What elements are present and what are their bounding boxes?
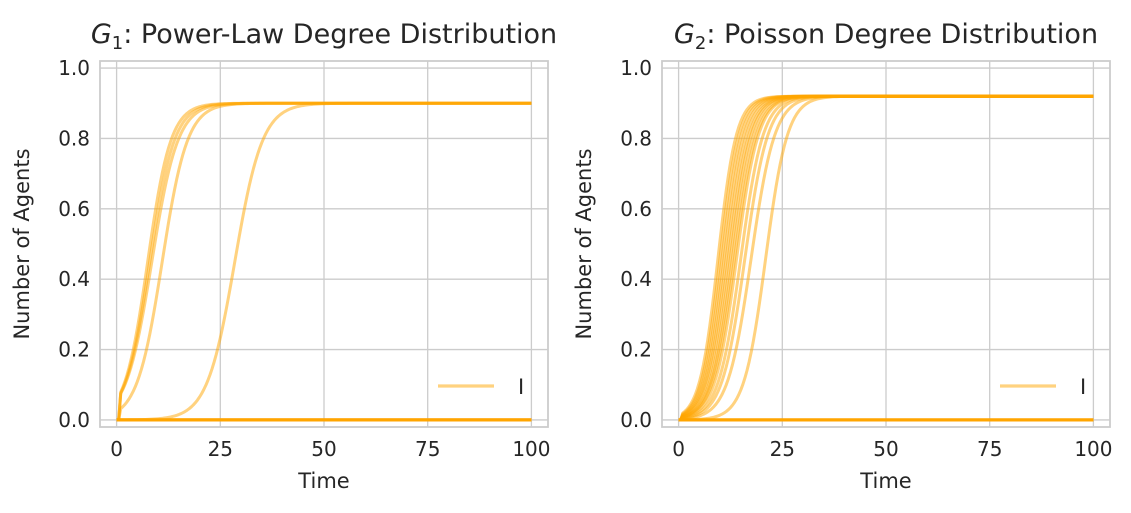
y-axis-label: Number of Agents	[572, 148, 596, 339]
y-tick-label: 0.2	[620, 338, 652, 362]
chart-title: G2: Poisson Degree Distribution	[674, 19, 1098, 54]
chart-title: G1: Power-Law Degree Distribution	[91, 19, 557, 54]
y-tick-label: 0.8	[620, 126, 652, 150]
y-tick-label: 0.8	[58, 126, 90, 150]
x-tick-label: 25	[770, 437, 795, 461]
x-axis-label: Time	[297, 469, 349, 493]
x-tick-label: 100	[512, 437, 550, 461]
legend-label: I	[518, 375, 524, 399]
x-axis-label: Time	[859, 469, 911, 493]
x-tick-label: 100	[1074, 437, 1112, 461]
chart-panel-2: 0 25 50 75 100 0.0 0.2 0.4 0.6 0.8 1.0 Time Number o…	[572, 19, 1113, 493]
x-tick-label: 50	[873, 437, 898, 461]
y-tick-label: 0.0	[620, 408, 652, 432]
y-tick-label: 1.0	[620, 56, 652, 80]
y-tick-label: 0.4	[620, 267, 652, 291]
y-tick-label: 0.0	[58, 408, 90, 432]
plot-frame	[661, 60, 1111, 428]
chart-panel-1: 0 25 50 75 100 0.0 0.2 0.4 0.6 0.8 1.0 Time Number o…	[10, 19, 557, 493]
series-line-17	[678, 94, 1094, 422]
y-tick-label: 0.6	[58, 197, 90, 221]
y-tick-label: 0.6	[620, 197, 652, 221]
y-axis-label: Number of Agents	[10, 148, 34, 339]
x-tick-label: 75	[415, 437, 440, 461]
x-tick-label: 25	[208, 437, 233, 461]
x-tick-label: 0	[672, 437, 685, 461]
y-tick-label: 0.4	[58, 267, 90, 291]
x-tick-label: 50	[311, 437, 336, 461]
x-tick-label: 75	[977, 437, 1002, 461]
y-tick-label: 1.0	[58, 56, 90, 80]
x-tick-label: 0	[110, 437, 123, 461]
plot-frame	[99, 60, 549, 428]
y-tick-label: 0.2	[58, 338, 90, 362]
series-line-9	[116, 101, 532, 422]
legend-label: I	[1080, 375, 1086, 399]
